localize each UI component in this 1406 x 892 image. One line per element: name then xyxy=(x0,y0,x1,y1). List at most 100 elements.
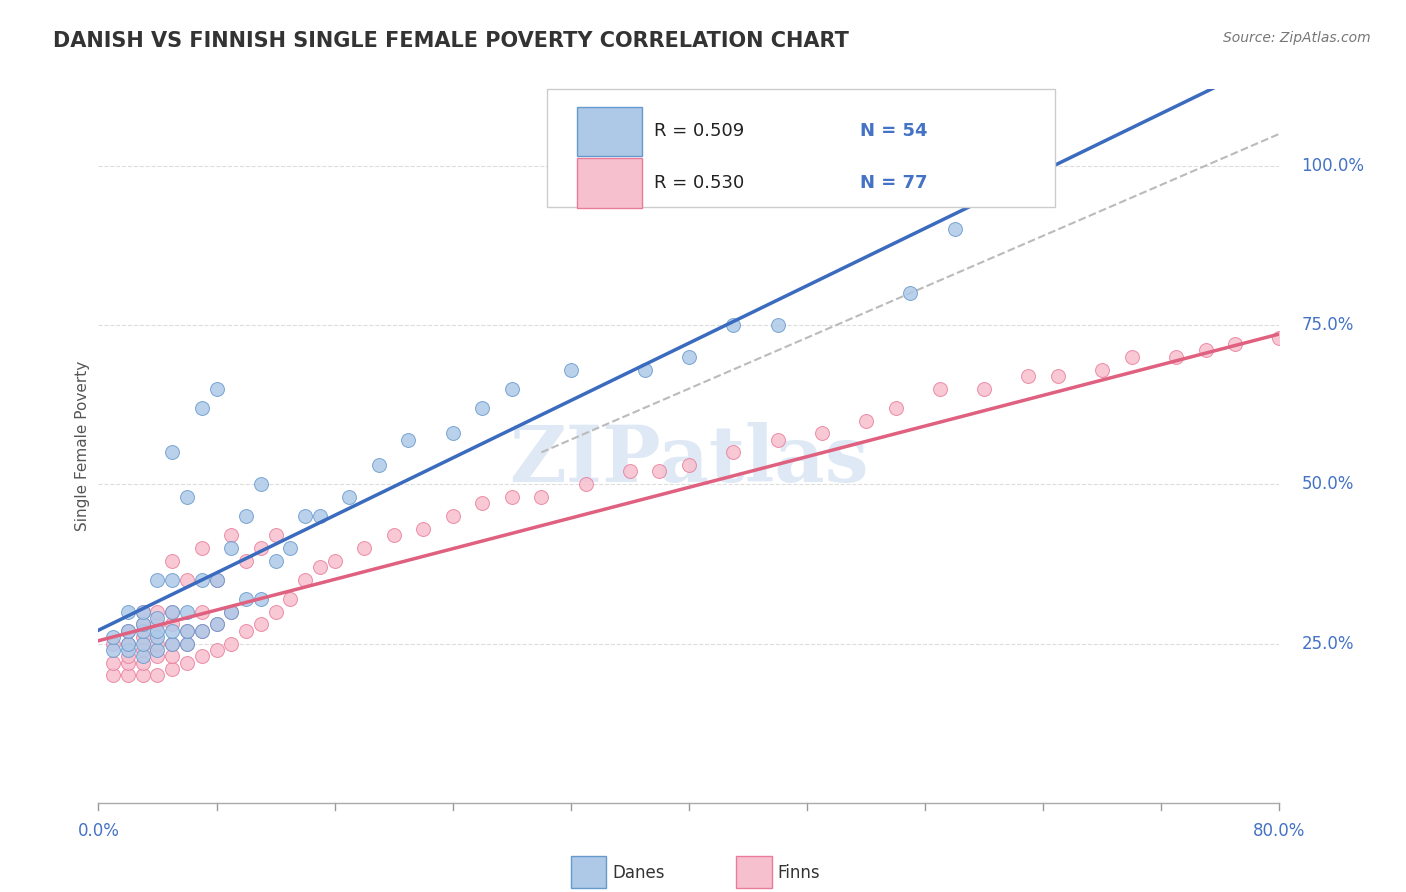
Point xyxy=(176,624,198,638)
Point xyxy=(1046,368,1069,383)
Point xyxy=(176,490,198,504)
Point xyxy=(132,636,155,650)
Text: 100.0%: 100.0% xyxy=(1302,157,1365,175)
Text: Danes: Danes xyxy=(612,863,665,881)
Point xyxy=(191,624,214,638)
Point xyxy=(162,662,183,676)
Point xyxy=(132,643,155,657)
Point xyxy=(162,617,183,632)
Point xyxy=(235,591,257,606)
Point xyxy=(412,522,434,536)
Text: Source: ZipAtlas.com: Source: ZipAtlas.com xyxy=(1223,31,1371,45)
Point xyxy=(176,636,198,650)
Point xyxy=(191,649,214,664)
Point xyxy=(146,630,169,644)
Point xyxy=(176,573,198,587)
Point xyxy=(103,643,125,657)
Point xyxy=(441,509,464,524)
Point xyxy=(117,605,139,619)
Point xyxy=(162,605,183,619)
Point xyxy=(191,401,214,415)
Point xyxy=(146,624,169,638)
Point xyxy=(146,611,169,625)
Point xyxy=(766,433,789,447)
Point xyxy=(900,286,922,301)
Point xyxy=(219,528,242,542)
Point xyxy=(928,382,950,396)
Point xyxy=(162,636,183,650)
Point xyxy=(501,382,523,396)
Point xyxy=(264,528,287,542)
Point xyxy=(1341,700,1364,714)
Point xyxy=(146,636,169,650)
Point xyxy=(132,617,155,632)
Point xyxy=(250,591,273,606)
Point xyxy=(235,554,257,568)
Point xyxy=(162,605,183,619)
Point xyxy=(855,413,877,427)
Text: 0.0%: 0.0% xyxy=(77,822,120,840)
Point xyxy=(117,649,139,664)
Point xyxy=(294,573,316,587)
Bar xyxy=(576,159,641,209)
Point xyxy=(103,636,125,650)
Point xyxy=(162,573,183,587)
Text: ZIPatlas: ZIPatlas xyxy=(509,422,869,499)
Point xyxy=(162,649,183,664)
Point xyxy=(264,554,287,568)
Point xyxy=(368,458,391,472)
Point xyxy=(219,541,242,555)
Text: N = 54: N = 54 xyxy=(860,122,928,140)
Point xyxy=(146,649,169,664)
Point xyxy=(235,509,257,524)
Point xyxy=(103,656,125,670)
Text: 80.0%: 80.0% xyxy=(1253,822,1306,840)
Point xyxy=(132,624,155,638)
Bar xyxy=(576,106,641,156)
Point xyxy=(132,668,155,682)
Point xyxy=(250,477,273,491)
Bar xyxy=(737,856,772,888)
Point xyxy=(132,617,155,632)
Point xyxy=(278,541,302,555)
Point xyxy=(1195,343,1218,358)
Point xyxy=(146,643,169,657)
Point xyxy=(176,656,198,670)
Bar xyxy=(571,856,606,888)
Point xyxy=(117,636,139,650)
Text: R = 0.530: R = 0.530 xyxy=(654,175,744,193)
Point xyxy=(176,605,198,619)
Point xyxy=(721,445,744,459)
Point xyxy=(884,401,907,415)
Point xyxy=(162,554,183,568)
Point xyxy=(309,560,332,574)
Point xyxy=(278,591,302,606)
Text: DANISH VS FINNISH SINGLE FEMALE POVERTY CORRELATION CHART: DANISH VS FINNISH SINGLE FEMALE POVERTY … xyxy=(53,31,849,51)
Point xyxy=(1164,350,1187,364)
Point xyxy=(471,401,494,415)
Point xyxy=(1017,368,1039,383)
Y-axis label: Single Female Poverty: Single Female Poverty xyxy=(75,361,90,531)
Point xyxy=(441,426,464,441)
Point xyxy=(205,617,228,632)
Point xyxy=(560,362,582,376)
Point xyxy=(250,617,273,632)
Point xyxy=(219,636,242,650)
Point xyxy=(205,643,228,657)
Point xyxy=(162,445,183,459)
Point xyxy=(471,496,494,510)
Point xyxy=(146,573,169,587)
Point xyxy=(219,605,242,619)
Point xyxy=(205,382,228,396)
Point xyxy=(648,465,671,479)
Point xyxy=(205,573,228,587)
Point xyxy=(219,605,242,619)
Point xyxy=(103,668,125,682)
Text: Finns: Finns xyxy=(778,863,820,881)
Point xyxy=(633,362,655,376)
Text: R = 0.509: R = 0.509 xyxy=(654,122,744,140)
Point xyxy=(294,509,316,524)
Point xyxy=(810,426,832,441)
Point xyxy=(1268,331,1291,345)
Point xyxy=(353,541,375,555)
